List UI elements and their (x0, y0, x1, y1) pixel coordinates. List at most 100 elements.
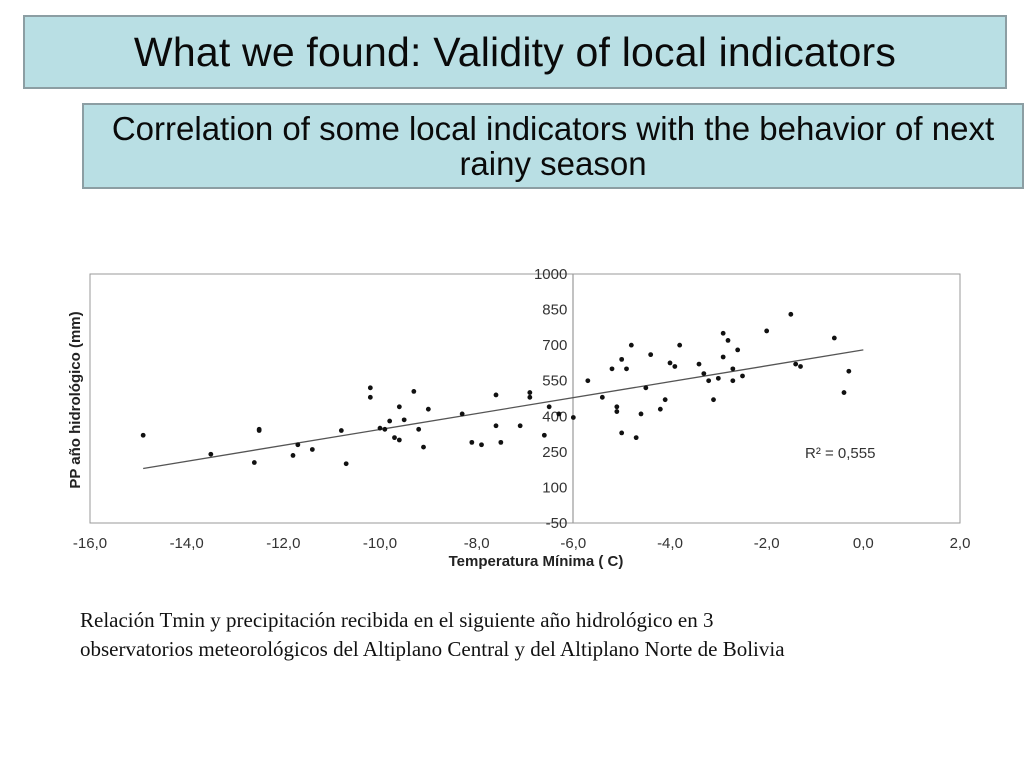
data-point (396, 437, 402, 443)
y-tick-label: 850 (542, 302, 567, 319)
data-point (498, 439, 504, 445)
title-banner: What we found: Validity of local indicat… (23, 15, 1007, 89)
data-point (720, 330, 726, 336)
x-axis-label: Temperatura Mínima ( C) (449, 553, 624, 570)
data-point (638, 411, 644, 417)
data-point (735, 347, 741, 353)
data-point (343, 461, 349, 467)
y-tick-labels: -50 100 250 400 550 700 850 1000 (534, 266, 567, 532)
data-point (720, 354, 726, 360)
data-point (798, 364, 803, 369)
data-point (387, 418, 393, 424)
data-point (628, 342, 634, 348)
data-point (657, 406, 663, 412)
x-tick-label: -14,0 (170, 535, 204, 552)
plot-frame (89, 273, 961, 524)
data-point (730, 366, 736, 372)
caption-line-1: Relación Tmin y precipitación recibida e… (80, 608, 714, 632)
data-point (715, 375, 721, 381)
data-point (624, 366, 629, 372)
x-tick-labels: -16,0 -14,0 -12,0 -10,0 -8,0 -6,0 -4,0 -2,0 0,0 2… (73, 535, 971, 552)
data-point (517, 423, 523, 429)
data-point (706, 378, 712, 384)
data-point (696, 361, 702, 367)
data-point (208, 451, 214, 457)
data-point (411, 388, 417, 394)
x-tick-label: -8,0 (464, 535, 490, 552)
data-point (251, 460, 257, 465)
slide-title: What we found: Validity of local indicat… (133, 28, 897, 75)
x-tick-label: -16,0 (73, 535, 107, 552)
data-point (256, 428, 262, 433)
subtitle-banner: Correlation of some local indicators wit… (82, 103, 1024, 189)
y-tick-label: 250 (542, 444, 567, 461)
data-point (725, 338, 731, 343)
data-point (367, 385, 373, 391)
x-tick-label: -12,0 (266, 535, 300, 552)
scatter-chart: -50 100 250 400 550 700 850 1000 -16,0 -14,0 -12,… (67, 266, 971, 570)
data-point (831, 335, 837, 341)
data-point (416, 426, 422, 432)
data-point (382, 426, 388, 432)
data-point (619, 430, 625, 436)
x-tick-label: -4,0 (657, 535, 683, 552)
data-point (619, 356, 625, 362)
data-point (392, 435, 397, 441)
data-point (421, 444, 426, 450)
data-points (140, 311, 852, 467)
data-point (546, 404, 552, 410)
data-point (493, 392, 499, 398)
x-tick-label: -6,0 (560, 535, 586, 552)
data-point (846, 368, 852, 374)
data-point (425, 406, 431, 412)
data-point (570, 415, 576, 420)
data-point (469, 439, 475, 445)
data-point (788, 311, 794, 317)
data-point (290, 453, 296, 458)
data-point (401, 417, 407, 423)
data-point (841, 390, 847, 395)
data-point (585, 378, 591, 384)
data-point (140, 432, 146, 438)
data-point (556, 411, 562, 417)
x-tick-label: 0,0 (853, 535, 874, 552)
data-point (338, 428, 344, 433)
slide-subtitle: Correlation of some local indicators wit… (111, 110, 995, 182)
x-tick-label: 2,0 (950, 535, 971, 552)
data-point (614, 404, 620, 410)
data-point (677, 342, 683, 348)
y-tick-label: 1000 (534, 266, 567, 283)
data-point (396, 404, 402, 410)
data-point (493, 423, 499, 429)
y-tick-label: 700 (542, 337, 567, 354)
data-point (648, 352, 654, 358)
data-point (667, 360, 673, 366)
y-tick-label: 100 (542, 479, 567, 496)
data-point (740, 373, 745, 379)
data-point (309, 447, 315, 452)
caption-line-2: observatorios meteorológicos del Altipla… (80, 637, 785, 661)
data-point (643, 385, 649, 391)
data-point (609, 366, 615, 372)
data-point (711, 397, 716, 403)
data-point (793, 361, 799, 367)
data-point (527, 390, 533, 395)
data-point (479, 442, 484, 448)
data-point (614, 409, 620, 414)
data-point (295, 442, 301, 448)
x-tick-label: -2,0 (754, 535, 780, 552)
data-point (541, 432, 547, 438)
data-point (764, 328, 770, 334)
data-point (672, 364, 678, 369)
y-tick-label: -50 (546, 515, 568, 532)
figure-caption: Relación Tmin y precipitación recibida e… (80, 606, 980, 664)
data-point (367, 394, 373, 400)
y-axis-label: PP año hidrológico (mm) (67, 311, 84, 488)
data-point (633, 435, 639, 441)
data-point (662, 397, 668, 403)
data-point (730, 378, 736, 384)
y-tick-label: 550 (542, 373, 567, 390)
data-point (599, 394, 605, 400)
data-point (459, 411, 465, 417)
r-squared-annotation: R² = 0,555 (805, 445, 875, 462)
